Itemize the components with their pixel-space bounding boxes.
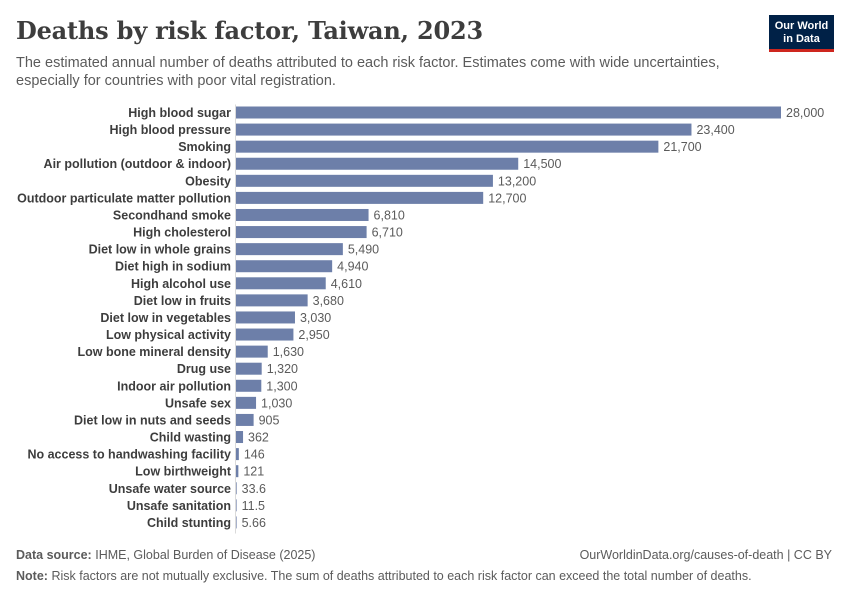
category-label: Air pollution (outdoor & indoor) bbox=[44, 157, 231, 171]
bar[interactable] bbox=[236, 328, 294, 341]
category-label: Child wasting bbox=[150, 431, 231, 445]
category-label: Smoking bbox=[178, 140, 231, 154]
category-label: Diet high in sodium bbox=[115, 260, 231, 274]
bar[interactable] bbox=[236, 294, 308, 307]
category-label: High blood sugar bbox=[128, 106, 231, 120]
category-label: No access to handwashing facility bbox=[27, 448, 231, 462]
value-label: 13,200 bbox=[498, 174, 536, 188]
value-label: 1,030 bbox=[261, 396, 292, 410]
category-label: Unsafe sanitation bbox=[127, 499, 231, 513]
value-label: 146 bbox=[244, 448, 265, 462]
value-label: 21,700 bbox=[663, 140, 701, 154]
value-label: 3,030 bbox=[300, 311, 331, 325]
bar[interactable] bbox=[236, 345, 268, 358]
chart-note: Note: Risk factors are not mutually excl… bbox=[16, 569, 752, 583]
bar[interactable] bbox=[236, 499, 237, 512]
bar-chart: High blood sugar 28,000 High blood pressur… bbox=[17, 104, 824, 534]
category-label: Low bone mineral density bbox=[78, 345, 232, 359]
value-label: 6,810 bbox=[374, 208, 405, 222]
category-label: Diet low in vegetables bbox=[100, 311, 231, 325]
category-label: Diet low in nuts and seeds bbox=[74, 413, 231, 427]
bar[interactable] bbox=[236, 106, 781, 119]
category-label: Diet low in whole grains bbox=[89, 243, 231, 257]
value-label: 1,320 bbox=[267, 362, 298, 376]
value-label: 5,490 bbox=[348, 243, 379, 257]
bar[interactable] bbox=[236, 226, 367, 239]
value-label: 14,500 bbox=[523, 157, 561, 171]
value-label: 5.66 bbox=[242, 516, 266, 530]
value-label: 4,610 bbox=[331, 277, 362, 291]
bar[interactable] bbox=[236, 260, 333, 273]
bar[interactable] bbox=[236, 362, 262, 375]
value-label: 33.6 bbox=[242, 482, 266, 496]
data-source-label: Data source: bbox=[16, 548, 92, 562]
value-label: 905 bbox=[259, 413, 280, 427]
bar[interactable] bbox=[236, 311, 295, 324]
bar[interactable] bbox=[236, 482, 237, 495]
bar[interactable] bbox=[236, 277, 326, 290]
value-label: 11.5 bbox=[242, 499, 265, 513]
bar[interactable] bbox=[236, 516, 237, 529]
value-label: 4,940 bbox=[337, 260, 368, 274]
bar[interactable] bbox=[236, 465, 239, 478]
category-label: Child stunting bbox=[147, 516, 231, 530]
owid-logo[interactable]: Our World in Data bbox=[769, 15, 834, 52]
category-label: Secondhand smoke bbox=[113, 208, 231, 222]
category-label: Low birthweight bbox=[135, 465, 232, 479]
bar[interactable] bbox=[236, 140, 659, 153]
value-label: 1,300 bbox=[266, 379, 297, 393]
category-label: Unsafe water source bbox=[109, 482, 231, 496]
data-source: Data source: IHME, Global Burden of Dise… bbox=[16, 548, 315, 562]
category-label: High blood pressure bbox=[109, 123, 231, 137]
bar[interactable] bbox=[236, 157, 519, 170]
logo-line-2: in Data bbox=[783, 33, 820, 45]
logo-line-1: Our World bbox=[774, 20, 829, 32]
value-label: 2,950 bbox=[298, 328, 329, 342]
value-label: 1,630 bbox=[273, 345, 304, 359]
bar[interactable] bbox=[236, 191, 484, 204]
bar[interactable] bbox=[236, 208, 369, 221]
category-label: Drug use bbox=[177, 362, 231, 376]
category-label: Obesity bbox=[185, 174, 231, 188]
category-label: Diet low in fruits bbox=[134, 294, 231, 308]
data-source-text: IHME, Global Burden of Disease (2025) bbox=[95, 548, 316, 562]
bar[interactable] bbox=[236, 379, 262, 392]
bar[interactable] bbox=[236, 413, 254, 426]
category-label: Unsafe sex bbox=[165, 396, 231, 410]
value-label: 121 bbox=[243, 465, 264, 479]
chart-title: Deaths by risk factor, Taiwan, 2023 bbox=[16, 16, 483, 45]
value-label: 12,700 bbox=[488, 191, 526, 205]
category-label: High cholesterol bbox=[133, 226, 231, 240]
bar[interactable] bbox=[236, 243, 343, 256]
bar[interactable] bbox=[236, 174, 493, 187]
value-label: 6,710 bbox=[372, 226, 403, 240]
value-label: 28,000 bbox=[786, 106, 824, 120]
category-label: High alcohol use bbox=[131, 277, 231, 291]
chart-subtitle: The estimated annual number of deaths at… bbox=[16, 55, 720, 89]
source-link[interactable]: OurWorldinData.org/causes-of-death | CC … bbox=[579, 548, 832, 562]
note-text: Risk factors are not mutually exclusive.… bbox=[51, 569, 752, 583]
value-label: 362 bbox=[248, 431, 269, 445]
category-label: Low physical activity bbox=[106, 328, 231, 342]
bar[interactable] bbox=[236, 448, 239, 461]
value-label: 23,400 bbox=[696, 123, 734, 137]
value-label: 3,680 bbox=[313, 294, 344, 308]
bar[interactable] bbox=[236, 123, 692, 136]
note-label: Note: bbox=[16, 569, 48, 583]
category-label: Outdoor particulate matter pollution bbox=[17, 191, 231, 205]
bar[interactable] bbox=[236, 431, 244, 444]
bar[interactable] bbox=[236, 396, 257, 409]
category-label: Indoor air pollution bbox=[117, 379, 231, 393]
